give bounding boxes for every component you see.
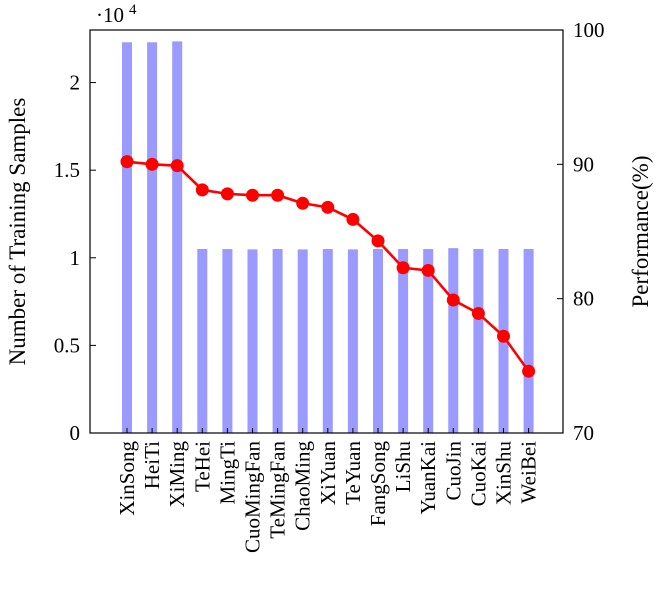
category-label-xinsong: XinSong xyxy=(115,441,139,516)
bar-cuojin xyxy=(448,248,459,433)
point-heiti xyxy=(145,157,159,171)
bar-tehei xyxy=(197,249,208,433)
point-chaoming xyxy=(296,196,310,210)
category-label-teyuan: TeYuan xyxy=(341,441,365,505)
labels: 0 0.5 1 1.5 2 ·10 4 70 80 90 100 XinSong HeiTi XiMing… xyxy=(5,2,653,553)
point-temingfan xyxy=(271,188,285,202)
point-cuomingfan xyxy=(246,188,259,202)
point-mingti xyxy=(220,187,234,201)
line-series xyxy=(120,155,536,378)
bar-series xyxy=(122,41,534,433)
left-tick-label: 2 xyxy=(70,71,81,95)
bar-weibei xyxy=(523,249,534,433)
bar-yuankai xyxy=(423,249,434,433)
bar-cuokai xyxy=(473,249,484,433)
plot-frame xyxy=(89,29,564,434)
left-tick-label: 1.5 xyxy=(54,158,80,182)
right-tick-label: 80 xyxy=(573,287,594,311)
category-label-weibei: WeiBei xyxy=(517,441,541,504)
axes xyxy=(89,29,564,434)
bar-temingfan xyxy=(272,249,283,433)
category-label-xiyuan: XiYuan xyxy=(316,441,340,506)
left-tick-label: 0 xyxy=(70,421,81,445)
left-axis-multiplier: ·10 xyxy=(96,3,124,27)
left-tick-label: 0.5 xyxy=(54,333,80,357)
right-tick-label: 70 xyxy=(573,421,594,445)
point-xinsong xyxy=(120,155,134,169)
point-xiyuan xyxy=(321,200,335,214)
category-label-yuankai: YuanKai xyxy=(416,441,440,515)
left-axis-exponent: 4 xyxy=(129,2,137,18)
category-label-heiti: HeiTi xyxy=(140,441,164,489)
right-axis-title: Performance(%) xyxy=(628,156,653,308)
right-tick-label: 100 xyxy=(573,18,605,42)
point-fangsong xyxy=(371,234,385,248)
bar-mingti xyxy=(222,249,233,433)
point-tehei xyxy=(195,183,209,197)
bar-teyuan xyxy=(347,249,358,433)
point-cuokai xyxy=(471,306,485,320)
left-axis-title: Number of Training Samples xyxy=(5,98,30,366)
category-label-temingfan: TeMingFan xyxy=(266,441,290,539)
bar-ximing xyxy=(172,41,183,433)
bar-xinsong xyxy=(122,42,132,433)
point-weibei xyxy=(522,364,536,378)
bar-lishu xyxy=(398,249,409,433)
point-xinshu xyxy=(497,329,510,343)
category-label-ximing: XiMing xyxy=(165,441,189,508)
right-tick-label: 90 xyxy=(573,152,594,176)
point-cuojin xyxy=(446,293,460,307)
category-label-cuokai: CuoKai xyxy=(466,441,490,506)
bar-xiyuan xyxy=(322,249,333,433)
bar-fangsong xyxy=(373,249,383,433)
point-teyuan xyxy=(346,212,360,226)
left-tick-label: 1 xyxy=(70,246,81,270)
point-lishu xyxy=(396,261,410,275)
bar-cuomingfan xyxy=(247,249,258,433)
bar-chaoming xyxy=(297,249,308,433)
category-label-tehei: TeHei xyxy=(190,441,214,492)
category-label-mingti: MingTi xyxy=(215,441,239,505)
category-label-cuomingfan: CuoMingFan xyxy=(241,441,265,554)
category-label-cuojin: CuoJin xyxy=(441,441,465,501)
category-label-xinshu: XinShu xyxy=(492,441,516,506)
bar-heiti xyxy=(147,42,158,433)
category-label-fangsong: FangSong xyxy=(366,441,390,527)
point-ximing xyxy=(170,159,184,173)
category-label-lishu: LiShu xyxy=(391,441,415,493)
category-label-chaoming: ChaoMing xyxy=(291,441,315,531)
point-yuankai xyxy=(421,263,435,277)
